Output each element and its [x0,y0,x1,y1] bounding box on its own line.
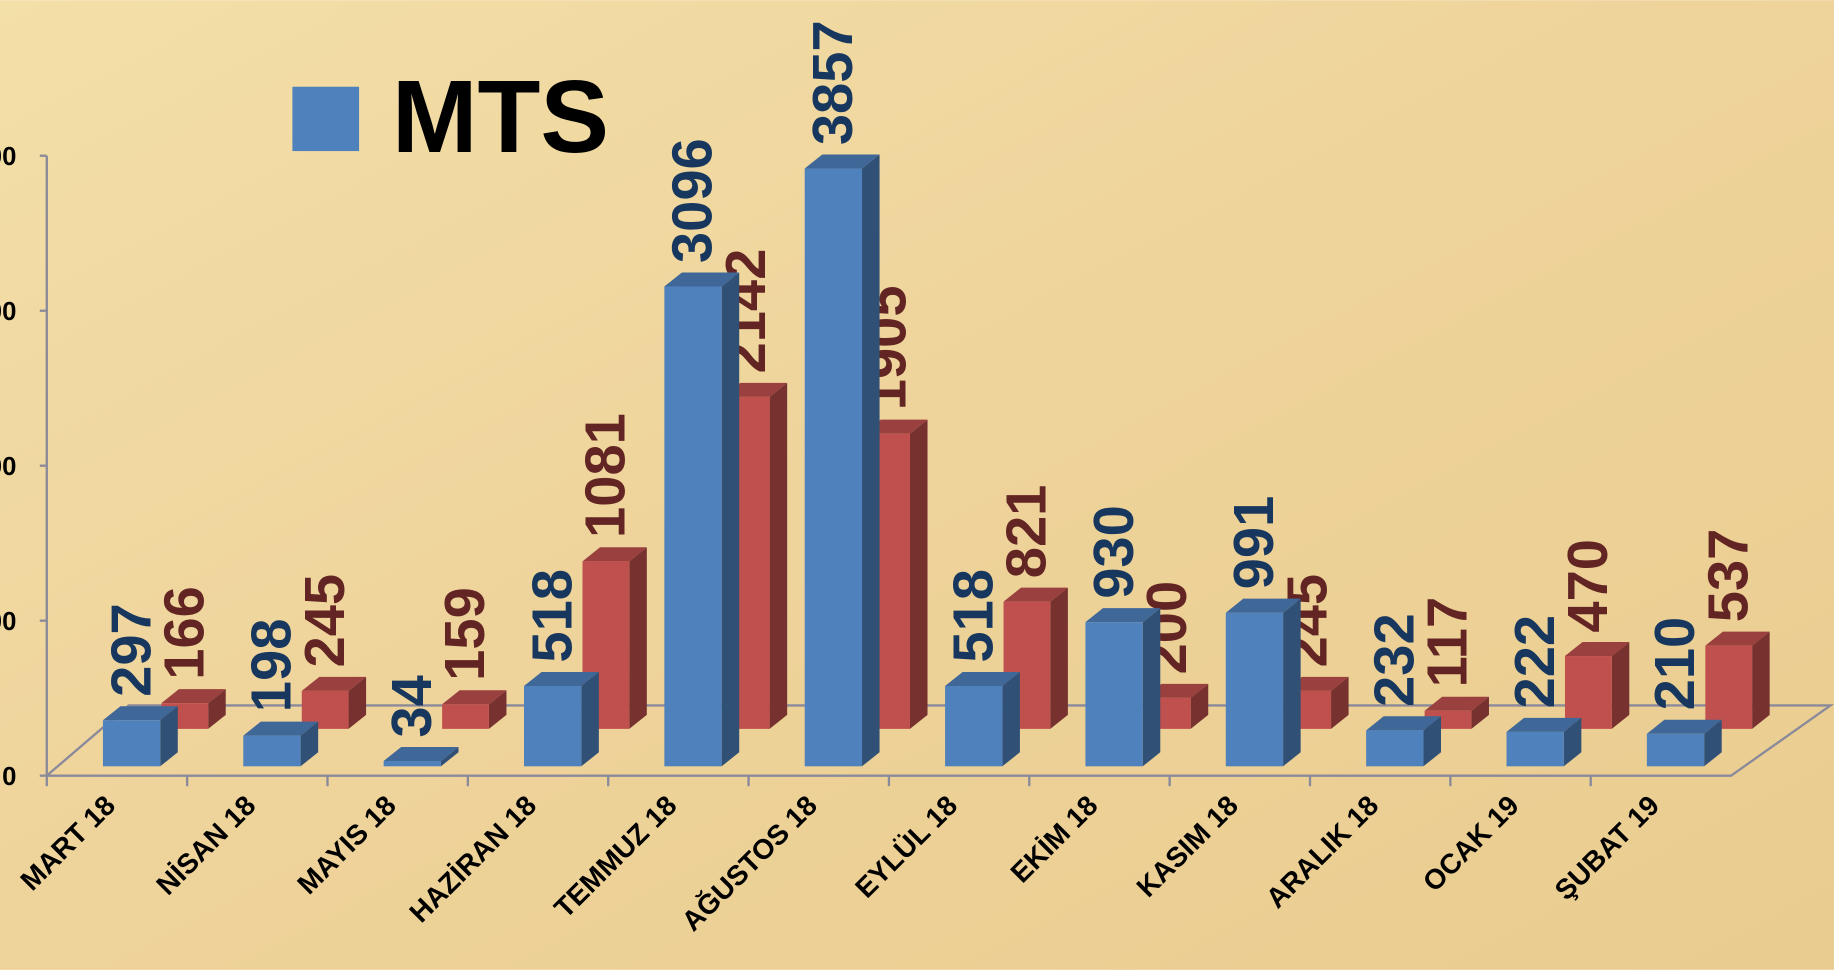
bar-side [1752,631,1770,729]
bar-top [102,706,178,721]
bar [1564,656,1612,729]
legend-swatch [292,86,360,152]
bar-side [909,419,928,729]
bar-side [348,676,367,729]
data-label: 222 [1503,615,1566,709]
bar-side [1142,608,1161,767]
data-label: 34 [380,675,443,737]
legend-label: MTS [392,59,609,174]
data-label: 470 [1556,539,1619,633]
data-label: 117 [1416,597,1479,688]
bar-side [1471,696,1489,729]
bar-side [769,382,788,729]
data-label: 3857 [801,20,864,145]
bar-top [524,671,599,687]
bar-top [1424,696,1489,711]
bar-top [301,676,367,691]
bar-side [721,272,740,767]
bar [664,286,722,767]
bar-side [160,706,178,767]
bar-top [1705,631,1770,646]
bar-side [1563,717,1582,767]
bar-side [1002,671,1020,767]
data-label: 3096 [661,138,724,263]
data-label: 245 [293,574,356,668]
bar-top [664,272,740,287]
data-label: 210 [1643,617,1706,711]
bar-side [581,671,599,767]
data-label: 1081 [574,413,637,538]
bar-side [300,721,319,767]
bar-top [804,154,880,169]
bar-top [1225,598,1301,613]
bar [1225,612,1284,767]
bar-top [442,690,507,705]
bar-side [488,690,507,729]
data-label: 518 [520,569,583,663]
bar-side [1050,587,1068,729]
bar-top [1003,587,1068,602]
bar [1705,645,1753,729]
bar-side [629,547,647,729]
bar [383,761,441,767]
bar-side [1190,683,1209,729]
bar-top [1564,641,1630,657]
y-tick-label: 3000 [0,298,16,326]
y-tick-label: 1000 [0,608,16,636]
bar-side [1611,641,1630,729]
bar [524,686,582,767]
data-label: 198 [240,619,303,713]
bar-side [208,689,226,729]
data-label: 166 [153,586,216,680]
y-tick-label: 2000 [0,453,16,481]
bar-top [383,746,459,762]
bar [945,686,1003,767]
bar [442,704,489,729]
bar-side [1423,716,1441,767]
bar [804,168,863,767]
bar-top [582,547,647,562]
bar-side [440,746,459,767]
bar-top [945,671,1020,687]
bar [102,720,161,767]
data-label: 930 [1082,505,1145,599]
y-tick-label: 4000 [0,143,16,171]
bar-top [1366,716,1441,731]
data-label: 159 [433,587,496,681]
bar-side [1704,719,1722,767]
data-label: 232 [1363,613,1426,707]
data-label: 297 [99,603,162,697]
data-label: 991 [1222,496,1285,590]
bar-top [1085,608,1161,623]
bar-side [862,154,880,767]
data-label: 537 [1696,529,1759,623]
bar-top [1646,719,1722,734]
bar-top [1506,717,1582,732]
bar [1646,733,1705,767]
bar-side [1283,598,1301,767]
bar [243,735,301,767]
bar-side [1331,676,1349,729]
bar-top [243,721,319,736]
bar-top [161,689,226,704]
bar [1085,622,1143,767]
data-label: 821 [995,485,1058,579]
data-label: 518 [941,569,1004,663]
bar [1366,730,1424,767]
bar [1506,731,1564,767]
y-tick-label: 0 [2,763,16,791]
